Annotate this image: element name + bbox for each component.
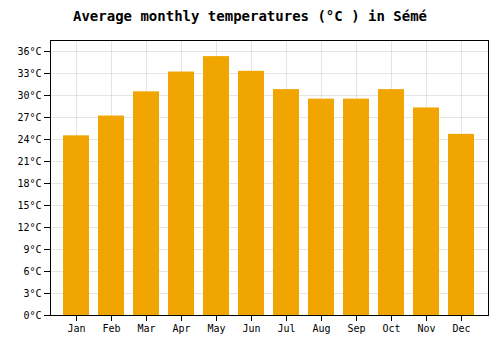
svg-text:3°C: 3°C (23, 288, 41, 299)
svg-text:Mar: Mar (137, 323, 155, 334)
svg-text:15°C: 15°C (17, 200, 41, 211)
svg-text:24°C: 24°C (17, 134, 41, 145)
svg-text:12°C: 12°C (17, 222, 41, 233)
svg-text:0°C: 0°C (23, 310, 41, 321)
svg-text:Sep: Sep (347, 323, 365, 334)
svg-text:May: May (207, 323, 225, 334)
svg-text:Aug: Aug (312, 323, 330, 334)
svg-text:6°C: 6°C (23, 266, 41, 277)
svg-text:Jan: Jan (67, 323, 85, 334)
svg-text:30°C: 30°C (17, 90, 41, 101)
svg-text:33°C: 33°C (17, 68, 41, 79)
svg-text:Feb: Feb (102, 323, 120, 334)
svg-text:18°C: 18°C (17, 178, 41, 189)
svg-text:36°C: 36°C (17, 46, 41, 57)
svg-text:Dec: Dec (452, 323, 470, 334)
svg-text:Jul: Jul (277, 323, 295, 334)
svg-text:21°C: 21°C (17, 156, 41, 167)
svg-text:Oct: Oct (382, 323, 400, 334)
html-text:Average monthly temperatures (: Average monthly temperatures (°C ) in Sé… (73, 8, 427, 24)
svg-text:Jun: Jun (242, 323, 260, 334)
svg-text:9°C: 9°C (23, 244, 41, 255)
svg-text:Nov: Nov (417, 323, 435, 334)
svg-text:Apr: Apr (172, 323, 190, 334)
svg-text:27°C: 27°C (17, 112, 41, 123)
